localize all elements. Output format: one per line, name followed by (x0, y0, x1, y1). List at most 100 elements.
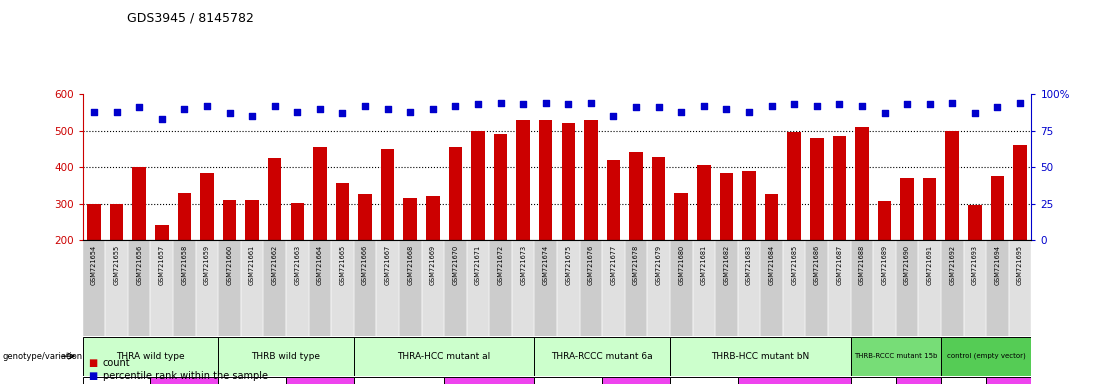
Point (108, 109, 126, 115)
Bar (919, 240, 941, 336)
Bar (760, 240, 783, 336)
Point (853, 103, 870, 109)
Text: GSM721686: GSM721686 (814, 245, 820, 285)
Bar (693, 240, 715, 336)
Bar (764, 194, 779, 313)
Bar (445, 377, 535, 384)
Bar (874, 240, 896, 336)
Bar (156, 225, 169, 313)
Bar (218, 337, 354, 376)
Bar (923, 178, 936, 313)
Point (604, 113, 622, 119)
Bar (602, 240, 624, 336)
Text: GSM721692: GSM721692 (950, 245, 955, 285)
Text: GSM721687: GSM721687 (836, 245, 843, 285)
Bar (624, 240, 647, 336)
Point (221, 110, 238, 116)
Point (447, 103, 464, 109)
Bar (1009, 240, 1031, 336)
Bar (941, 377, 986, 384)
Text: GSM721661: GSM721661 (249, 245, 255, 285)
Bar (719, 172, 733, 313)
Point (130, 104, 148, 110)
Bar (494, 134, 507, 313)
Bar (697, 165, 710, 313)
Point (356, 103, 374, 109)
Text: GSM721685: GSM721685 (791, 245, 797, 285)
Bar (218, 240, 240, 336)
Point (153, 116, 171, 122)
Point (582, 100, 600, 106)
Bar (245, 200, 259, 313)
Text: GSM721683: GSM721683 (746, 245, 752, 285)
Point (988, 104, 1006, 110)
Bar (399, 240, 421, 336)
Point (492, 100, 510, 106)
Text: GSM721659: GSM721659 (204, 245, 210, 285)
Text: ■: ■ (88, 358, 97, 368)
Bar (738, 377, 850, 384)
Point (807, 103, 825, 109)
Point (378, 106, 396, 112)
Point (559, 101, 577, 108)
Point (514, 101, 532, 108)
Bar (150, 240, 173, 336)
Bar (1014, 145, 1027, 313)
Text: GSM721670: GSM721670 (452, 245, 459, 285)
Bar (264, 240, 286, 336)
Bar (850, 240, 874, 336)
Text: GSM721677: GSM721677 (610, 245, 617, 285)
Point (898, 101, 915, 108)
Bar (539, 120, 553, 313)
Bar (490, 240, 512, 336)
Bar (630, 152, 643, 313)
Point (266, 103, 283, 109)
Bar (986, 240, 1009, 336)
Point (401, 109, 419, 115)
Bar (990, 176, 1004, 313)
Bar (110, 204, 124, 313)
Text: GSM721669: GSM721669 (430, 245, 436, 285)
Bar (964, 240, 986, 336)
Bar (173, 240, 195, 336)
Point (469, 101, 486, 108)
Point (1011, 100, 1029, 106)
Bar (561, 123, 575, 313)
Bar (670, 337, 850, 376)
Text: control (empty vector): control (empty vector) (946, 353, 1026, 359)
Bar (783, 240, 805, 336)
Point (650, 104, 667, 110)
Bar (516, 120, 529, 313)
Text: GSM721679: GSM721679 (655, 245, 662, 285)
Text: GSM721674: GSM721674 (543, 245, 548, 285)
Text: ■: ■ (88, 371, 97, 381)
Text: GSM721695: GSM721695 (1017, 245, 1022, 285)
Text: THRA-RCCC mutant 6a: THRA-RCCC mutant 6a (552, 352, 653, 361)
Bar (945, 131, 959, 313)
Bar (941, 337, 1031, 376)
Bar (331, 240, 354, 336)
Bar (178, 192, 191, 313)
Bar (833, 136, 846, 313)
Bar (607, 160, 620, 313)
Text: GSM721691: GSM721691 (927, 245, 933, 285)
Point (424, 106, 441, 112)
Bar (268, 158, 281, 313)
Text: GSM721665: GSM721665 (340, 245, 345, 285)
Point (831, 101, 848, 108)
Bar (602, 377, 670, 384)
Bar (512, 240, 535, 336)
Bar (381, 149, 395, 313)
Bar (850, 337, 941, 376)
Text: THRB wild type: THRB wild type (251, 352, 321, 361)
Bar (449, 147, 462, 313)
Point (718, 106, 736, 112)
Text: count: count (103, 358, 130, 368)
Bar (223, 200, 236, 313)
Point (199, 103, 216, 109)
Bar (828, 240, 850, 336)
Text: GSM721693: GSM721693 (972, 245, 978, 285)
Bar (105, 240, 128, 336)
Text: GSM721656: GSM721656 (136, 245, 142, 285)
Point (876, 110, 893, 116)
